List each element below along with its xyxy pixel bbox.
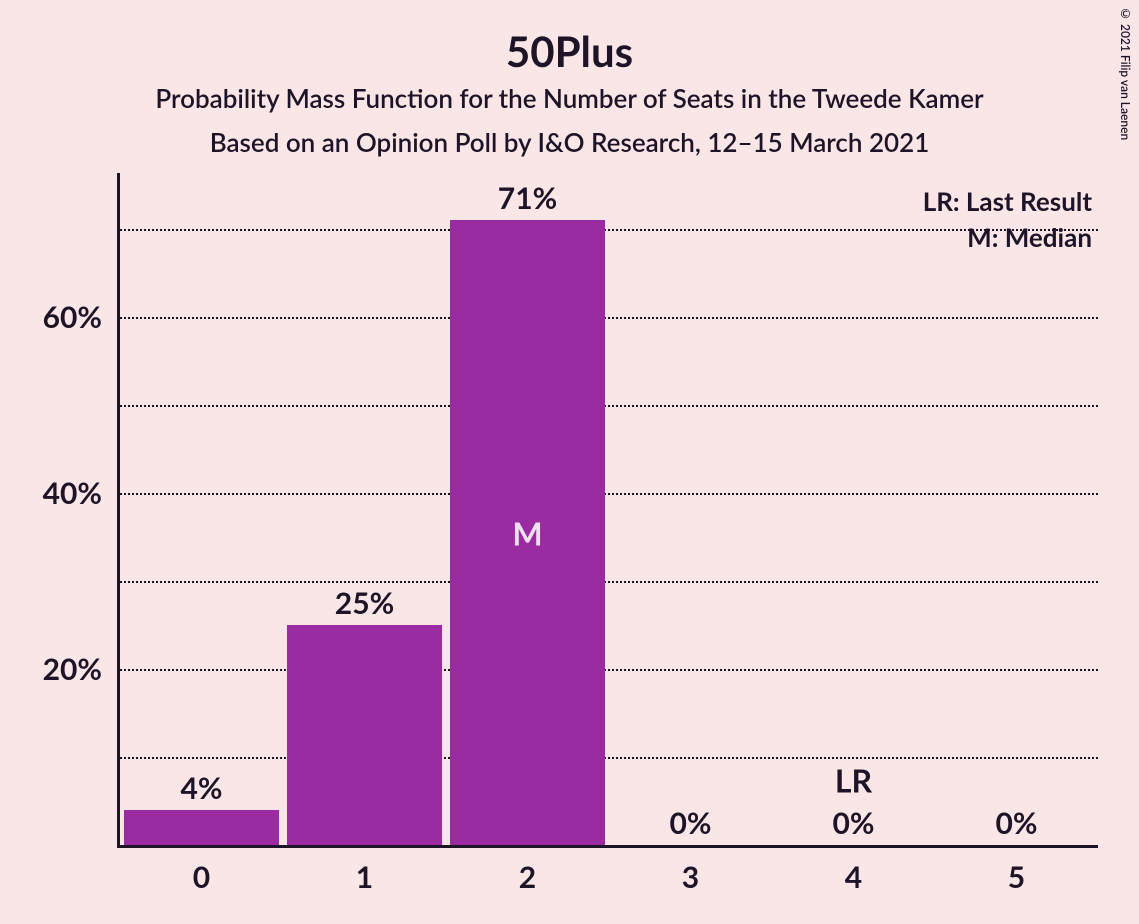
chart-subtitle-1: Probability Mass Function for the Number… [0,82,1139,114]
x-tick-label: 2 [519,859,536,895]
bar-value-label: 4% [181,770,223,806]
chart-canvas: 50Plus Probability Mass Function for the… [0,0,1139,924]
x-tick-label: 5 [1008,859,1025,895]
bar-marker-label: M [512,513,542,552]
gridline [120,229,1098,231]
x-axis-line [117,845,1098,848]
gridline [120,669,1098,671]
legend-item: M: Median [967,221,1092,253]
gridline [120,317,1098,319]
legend-item: LR: Last Result [923,185,1092,217]
y-tick-label: 40% [43,475,102,511]
x-tick-label: 3 [682,859,699,895]
bar-value-label: 0% [996,805,1038,841]
x-tick-label: 1 [356,859,373,895]
x-tick-label: 4 [845,859,862,895]
bar-value-label: 0% [670,805,712,841]
y-tick-label: 60% [43,299,102,335]
chart-subtitle-2: Based on an Opinion Poll by I&O Research… [0,126,1139,158]
bar-value-label: 0% [833,805,875,841]
gridline [120,757,1098,759]
bar [287,625,442,845]
bar-marker-label: LR [835,760,872,799]
y-tick-label: 20% [43,651,102,687]
plot-area: 20%40%60%04%125%271%M30%40%LR50%LR: Last… [120,185,1098,845]
x-tick-label: 0 [193,859,210,895]
bar [124,810,279,845]
bar-value-label: 25% [335,585,394,621]
bar-value-label: 71% [498,180,557,216]
copyright-label: © 2021 Filip van Laenen [1118,6,1133,140]
gridline [120,405,1098,407]
chart-title: 50Plus [0,26,1139,76]
y-axis-line [117,173,120,848]
gridline [120,581,1098,583]
gridline [120,493,1098,495]
